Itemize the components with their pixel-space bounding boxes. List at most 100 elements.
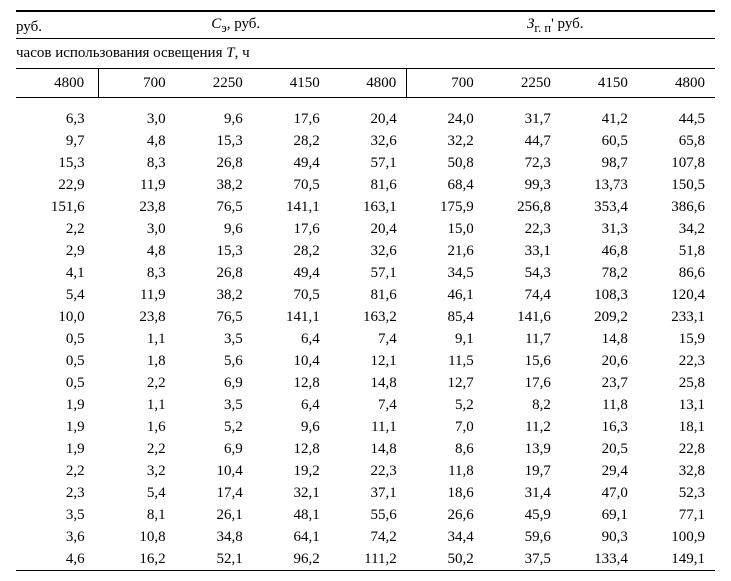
- table-cell: 34,8: [176, 526, 253, 548]
- table-cell: 15,0: [407, 218, 484, 240]
- table-cell: 54,3: [484, 262, 561, 284]
- table-cell: 10,0: [16, 306, 99, 328]
- col-header: 700: [407, 69, 484, 98]
- table-cell: 98,7: [561, 152, 638, 174]
- table-cell: 107,8: [638, 152, 715, 174]
- table-cell: 6,4: [253, 394, 330, 416]
- table-cell: 59,6: [484, 526, 561, 548]
- table-cell: 13,1: [638, 394, 715, 416]
- table-cell: 2,2: [99, 438, 176, 460]
- table-cell: 9,7: [16, 130, 99, 152]
- table-row: 1,91,65,29,611,17,011,216,318,1: [16, 416, 715, 438]
- table-cell: 3,2: [99, 460, 176, 482]
- table-cell: 20,4: [330, 108, 407, 130]
- table-row: 15,38,326,849,457,150,872,398,7107,8: [16, 152, 715, 174]
- table-cell: 15,3: [176, 240, 253, 262]
- table-cell: 81,6: [330, 284, 407, 306]
- table-cell: 3,5: [16, 504, 99, 526]
- table-cell: 26,8: [176, 262, 253, 284]
- table-cell: 17,6: [253, 108, 330, 130]
- table-cell: 81,6: [330, 174, 407, 196]
- table-cell: 2,2: [16, 218, 99, 240]
- table-cell: 2,2: [99, 372, 176, 394]
- header-right-label: Зг. п' руб.: [396, 16, 716, 36]
- table-cell: 47,0: [561, 482, 638, 504]
- table-cell: 60,5: [561, 130, 638, 152]
- table-cell: 77,1: [638, 504, 715, 526]
- table-cell: 4,6: [16, 548, 99, 570]
- table-row: 0,52,26,912,814,812,717,623,725,8: [16, 372, 715, 394]
- table-cell: 16,3: [561, 416, 638, 438]
- table-cell: 26,8: [176, 152, 253, 174]
- table-cell: 3,0: [99, 108, 176, 130]
- table-cell: 33,1: [484, 240, 561, 262]
- table-cell: 5,2: [407, 394, 484, 416]
- table-cell: 23,7: [561, 372, 638, 394]
- table-cell: 120,4: [638, 284, 715, 306]
- table-cell: 31,3: [561, 218, 638, 240]
- table-row: 2,35,417,432,137,118,631,447,052,3: [16, 482, 715, 504]
- table-cell: 11,8: [407, 460, 484, 482]
- table-cell: 48,1: [253, 504, 330, 526]
- table-cell: 34,2: [638, 218, 715, 240]
- table-cell: 163,1: [330, 196, 407, 218]
- table-row: 151,623,876,5141,1163,1175,9256,8353,438…: [16, 196, 715, 218]
- table-cell: 163,2: [330, 306, 407, 328]
- table-cell: 20,6: [561, 350, 638, 372]
- table-cell: 4,1: [16, 262, 99, 284]
- table-cell: 4,8: [99, 240, 176, 262]
- table-cell: 50,8: [407, 152, 484, 174]
- table-cell: 151,6: [16, 196, 99, 218]
- table-cell: 51,8: [638, 240, 715, 262]
- table-cell: 4,8: [99, 130, 176, 152]
- table-cell: 209,2: [561, 306, 638, 328]
- subcaption-var: T: [226, 45, 234, 61]
- table-cell: 133,4: [561, 548, 638, 570]
- table-row: 9,74,815,328,232,632,244,760,565,8: [16, 130, 715, 152]
- table-cell: 10,8: [99, 526, 176, 548]
- table-cell: 2,3: [16, 482, 99, 504]
- table-row: 2,23,09,617,620,415,022,331,334,2: [16, 218, 715, 240]
- header-row-units: руб. Сэ, руб. Зг. п' руб.: [16, 12, 715, 38]
- table-cell: 38,2: [176, 284, 253, 306]
- table-cell: 29,4: [561, 460, 638, 482]
- table-cell: 0,5: [16, 350, 99, 372]
- table-cell: 9,1: [407, 328, 484, 350]
- col-header: 700: [99, 69, 176, 98]
- table-cell: 13,73: [561, 174, 638, 196]
- table-cell: 24,0: [407, 108, 484, 130]
- subcaption: часов использования освещения T, ч: [16, 39, 715, 68]
- table-cell: 8,3: [99, 262, 176, 284]
- table-cell: 7,4: [330, 394, 407, 416]
- header-left-unit: руб.: [16, 19, 76, 36]
- table-cell: 17,4: [176, 482, 253, 504]
- table-cell: 11,7: [484, 328, 561, 350]
- table-cell: 72,3: [484, 152, 561, 174]
- table-cell: 49,4: [253, 262, 330, 284]
- table-cell: 141,1: [253, 306, 330, 328]
- table-cell: 15,3: [176, 130, 253, 152]
- table-cell: 21,6: [407, 240, 484, 262]
- table-cell: 26,6: [407, 504, 484, 526]
- table-row: 3,610,834,864,174,234,459,690,3100,9: [16, 526, 715, 548]
- table-row: 6,33,09,617,620,424,031,741,244,5: [16, 108, 715, 130]
- table-cell: 44,7: [484, 130, 561, 152]
- table-cell: 41,2: [561, 108, 638, 130]
- table-cell: 11,9: [99, 174, 176, 196]
- table-container: руб. Сэ, руб. Зг. п' руб. часов использо…: [16, 10, 715, 571]
- table-cell: 69,1: [561, 504, 638, 526]
- table-cell: 20,4: [330, 218, 407, 240]
- table-cell: 5,2: [176, 416, 253, 438]
- table-cell: 6,4: [253, 328, 330, 350]
- table-cell: 6,9: [176, 438, 253, 460]
- table-cell: 32,2: [407, 130, 484, 152]
- table-body: 6,33,09,617,620,424,031,741,244,59,74,81…: [16, 98, 715, 571]
- table-cell: 28,2: [253, 130, 330, 152]
- table-cell: 233,1: [638, 306, 715, 328]
- table-cell: 76,5: [176, 196, 253, 218]
- table-cell: 1,8: [99, 350, 176, 372]
- table-cell: 37,5: [484, 548, 561, 570]
- table-row: 3,58,126,148,155,626,645,969,177,1: [16, 504, 715, 526]
- table-cell: 149,1: [638, 548, 715, 570]
- table-cell: 14,8: [330, 372, 407, 394]
